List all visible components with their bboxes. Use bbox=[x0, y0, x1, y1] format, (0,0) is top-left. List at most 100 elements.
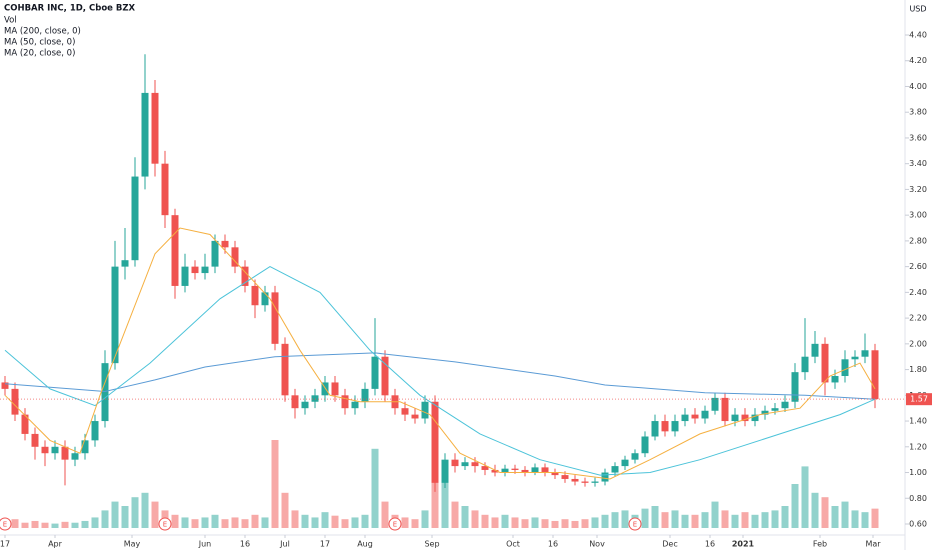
x-tick-label: Apr bbox=[48, 540, 63, 549]
volume-bar bbox=[181, 517, 189, 528]
candle-body bbox=[451, 459, 459, 467]
x-tick-label: Dec bbox=[662, 540, 677, 549]
volume-bar bbox=[591, 517, 599, 528]
y-tick-label: 2.80 bbox=[909, 236, 927, 245]
x-tick-label: 2021 bbox=[732, 540, 755, 549]
candle-body bbox=[11, 388, 19, 415]
legend: COHBAR INC, 1D, Cboe BZX Vol MA (200, cl… bbox=[4, 4, 136, 59]
volume-bar bbox=[21, 522, 29, 528]
legend-entry: MA (50, close, 0) bbox=[4, 38, 75, 48]
y-tick-label: 1.40 bbox=[909, 417, 927, 426]
volume-bar bbox=[81, 520, 89, 528]
candle-body bbox=[481, 466, 489, 470]
candle-body bbox=[1, 382, 9, 389]
volume-bar bbox=[481, 514, 489, 528]
last-price-badge bbox=[906, 393, 932, 406]
volume-bar bbox=[661, 512, 669, 528]
candle-body bbox=[351, 401, 359, 409]
volume-bar bbox=[771, 510, 779, 528]
volume-bar bbox=[331, 515, 339, 528]
candle-body bbox=[311, 395, 319, 402]
volume-bar bbox=[831, 506, 839, 528]
moving-average-line bbox=[4, 227, 876, 480]
volume-bar bbox=[561, 519, 569, 528]
volume-bar bbox=[201, 517, 209, 528]
candle-body bbox=[361, 388, 369, 402]
last-price-label: 1.57 bbox=[910, 395, 928, 404]
volume-bar bbox=[671, 510, 679, 528]
moving-average-line bbox=[4, 352, 876, 400]
candle-body bbox=[181, 266, 189, 286]
candle-body bbox=[751, 414, 759, 422]
candle-body bbox=[281, 343, 289, 396]
volume-bar bbox=[751, 514, 759, 528]
x-tick-label: Mar bbox=[865, 540, 881, 549]
volume-bar bbox=[451, 501, 459, 528]
volume-bar bbox=[821, 497, 829, 528]
candle-body bbox=[421, 401, 429, 419]
volume-bar bbox=[431, 466, 439, 528]
x-tick-label: May bbox=[124, 540, 141, 549]
earnings-marker bbox=[628, 517, 642, 531]
candles bbox=[1, 54, 879, 492]
volume-bar bbox=[461, 506, 469, 528]
candle-body bbox=[251, 285, 259, 306]
candle-body bbox=[621, 459, 629, 467]
candle-body bbox=[791, 372, 799, 402]
volume-bar bbox=[731, 514, 739, 528]
volume-bar bbox=[741, 512, 749, 528]
candle-body bbox=[211, 240, 219, 267]
volume-bar bbox=[841, 501, 849, 528]
candle-body bbox=[521, 469, 529, 473]
candle-body bbox=[261, 292, 269, 306]
earnings-marker bbox=[388, 517, 402, 531]
candle-body bbox=[651, 421, 659, 437]
candle-body bbox=[701, 410, 709, 419]
volume-bar bbox=[621, 510, 629, 528]
volume-bar bbox=[131, 497, 139, 528]
volume-bar bbox=[351, 517, 359, 528]
volume-bar bbox=[691, 514, 699, 528]
candle-body bbox=[81, 440, 89, 454]
volume-bar bbox=[321, 512, 329, 528]
y-tick-label: 0.80 bbox=[909, 494, 927, 503]
candle-body bbox=[631, 453, 639, 460]
y-tick-label: 2.60 bbox=[909, 262, 927, 271]
volume-bar bbox=[71, 522, 79, 528]
candle-body bbox=[571, 478, 579, 482]
volume-bar bbox=[531, 517, 539, 528]
candle-body bbox=[801, 356, 809, 373]
volume-bar bbox=[191, 519, 199, 528]
volume-bar bbox=[711, 501, 719, 528]
candle-body bbox=[731, 414, 739, 422]
y-tick-label: 1.20 bbox=[909, 442, 927, 451]
y-tick-label: 2.40 bbox=[909, 288, 927, 297]
volume-bar bbox=[471, 510, 479, 528]
y-tick-label: 3.00 bbox=[909, 211, 927, 220]
legend-entry: MA (200, close, 0) bbox=[4, 27, 81, 37]
volume-bar bbox=[641, 508, 649, 528]
volume-bar bbox=[271, 440, 279, 528]
candle-body bbox=[741, 414, 749, 422]
volume-bar bbox=[91, 517, 99, 528]
candle-body bbox=[411, 414, 419, 419]
candle-body bbox=[821, 343, 829, 383]
volume-bar bbox=[141, 492, 149, 528]
volume-bar bbox=[521, 519, 529, 528]
candle-body bbox=[561, 475, 569, 479]
candle-body bbox=[321, 382, 329, 396]
volume-bar bbox=[681, 514, 689, 528]
volume-bar bbox=[301, 514, 309, 528]
candle-body bbox=[441, 459, 449, 483]
candle-body bbox=[191, 266, 199, 274]
volume-bar bbox=[611, 512, 619, 528]
candle-body bbox=[171, 215, 179, 286]
volume-bar bbox=[511, 517, 519, 528]
candle-body bbox=[831, 376, 839, 383]
volume-bar bbox=[701, 512, 709, 528]
x-tick-label: Nov bbox=[589, 540, 605, 549]
candle-body bbox=[461, 462, 469, 467]
volume-bar bbox=[211, 514, 219, 528]
